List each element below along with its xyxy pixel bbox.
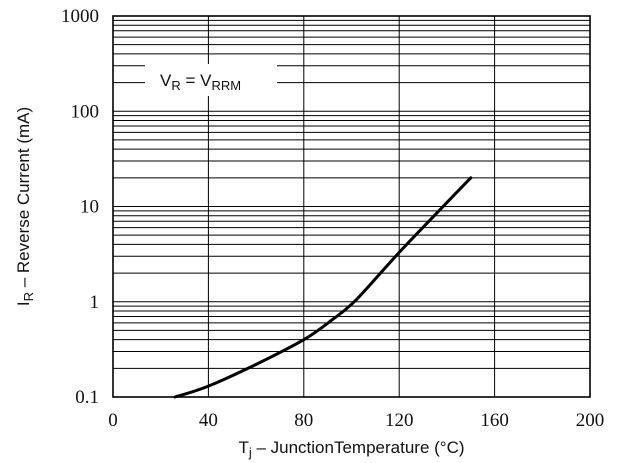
y-tick-label: 1 xyxy=(90,292,100,313)
y-tick-label: 0.1 xyxy=(75,387,99,408)
x-axis-label: Tj – JunctionTemperature (°C) xyxy=(238,438,464,460)
annotation-vr-vrrm: VR = VRRM xyxy=(145,64,277,96)
x-tick-label: 160 xyxy=(480,410,509,431)
y-tick-label: 100 xyxy=(71,101,100,122)
x-tick-label: 120 xyxy=(385,410,414,431)
y-tick-labels: 0.1 1 10 100 1000 xyxy=(61,6,99,408)
x-tick-labels: 0 40 80 120 160 200 xyxy=(108,410,604,431)
y-tick-label: 10 xyxy=(80,197,99,218)
x-tick-label: 80 xyxy=(294,410,313,431)
y-tick-label: 1000 xyxy=(61,6,99,27)
x-tick-label: 40 xyxy=(199,410,218,431)
y-axis-label: IR – Reverse Current (mA) xyxy=(14,107,36,306)
x-tick-label: 0 xyxy=(108,410,118,431)
x-tick-label: 200 xyxy=(576,410,605,431)
